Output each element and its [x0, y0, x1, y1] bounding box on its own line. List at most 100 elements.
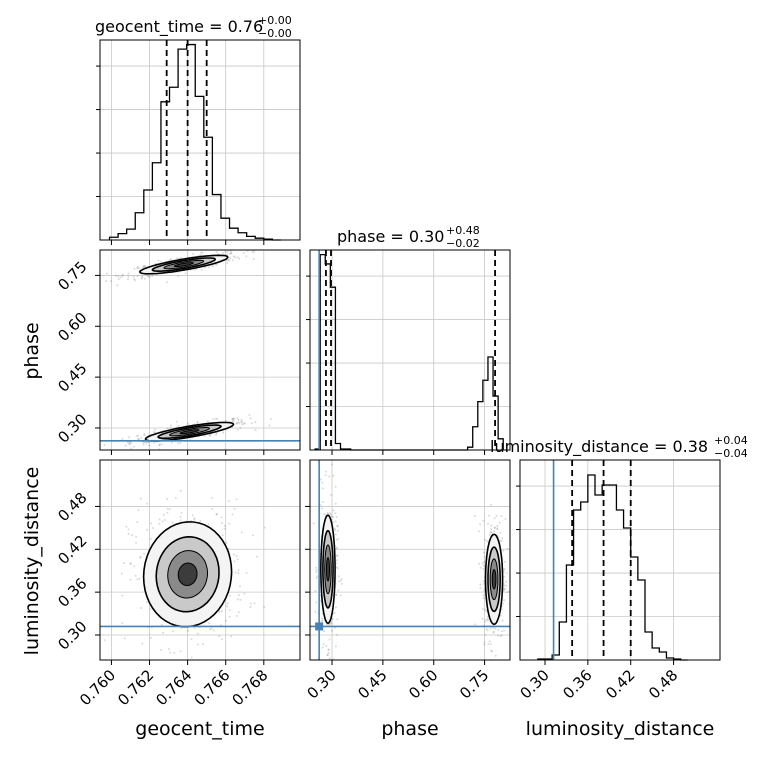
scatter-point [335, 559, 338, 562]
scatter-point [331, 617, 334, 620]
scatter-point [334, 645, 337, 648]
scatter-point [491, 650, 493, 653]
scatter-point [97, 277, 99, 279]
panel-border [99, 459, 301, 661]
scatter-point [228, 609, 231, 611]
scatter-point [505, 584, 508, 587]
scatter-point [129, 563, 132, 566]
scatter-point [320, 620, 323, 623]
scatter-point [234, 256, 236, 259]
scatter-point [168, 648, 170, 650]
scatter-point [505, 580, 507, 583]
panel-background [100, 40, 300, 240]
density-contour [491, 569, 497, 590]
y-tick-label-phase: 0.75 [54, 258, 90, 294]
scatter-point [329, 513, 332, 516]
scatter-point [321, 646, 324, 649]
scatter-point [126, 278, 129, 281]
scatter-point [488, 514, 490, 517]
scatter-point [130, 442, 132, 444]
scatter-point [127, 275, 130, 278]
scatter-point [482, 589, 485, 592]
scatter-point [332, 509, 335, 512]
scatter-point [86, 444, 88, 446]
scatter-point [501, 619, 504, 622]
panel-content [86, 250, 300, 450]
scatter-point [137, 434, 140, 437]
scatter-point [231, 420, 234, 422]
scatter-point [206, 420, 209, 423]
scatter-point [119, 276, 122, 279]
scatter-point [496, 524, 499, 527]
scatter-point [200, 268, 203, 271]
scatter-point [139, 607, 142, 609]
scatter-point [326, 654, 329, 657]
scatter-point [143, 552, 146, 555]
y-tick-label-luminosity_distance: 0.30 [54, 617, 90, 653]
x-tick-label-geocent_time: 0.766 [190, 666, 233, 709]
scatter-point [166, 281, 168, 284]
scatter-point [321, 501, 324, 504]
scatter-point [503, 568, 506, 571]
panel-border [309, 459, 511, 661]
scatter-point [222, 252, 224, 255]
scatter-point [226, 605, 229, 608]
scatter-point [506, 547, 509, 550]
title-phase: phase = 0.30 [337, 227, 444, 246]
scatter-point [237, 594, 240, 597]
scatter-point [502, 602, 504, 605]
scatter-point [231, 513, 234, 516]
scatter-point [314, 566, 317, 569]
scatter-point [315, 568, 318, 571]
scatter-point [232, 417, 235, 420]
panel-hist-phase [306, 249, 511, 455]
scatter-point [216, 513, 218, 516]
scatter-point [487, 643, 490, 645]
scatter-point [160, 443, 163, 446]
scatter-point [337, 529, 339, 532]
scatter-point [133, 267, 136, 270]
scatter-point [337, 575, 340, 578]
scatter-point [496, 634, 499, 637]
scatter-point [149, 608, 152, 611]
scatter-point [132, 275, 135, 278]
scatter-point [134, 279, 137, 282]
scatter-point [479, 523, 482, 526]
scatter-point [481, 562, 484, 565]
panel-grid-layer: 0.30 0.36 0.42 0.480.300.450.600.750.7600.7… [54, 39, 721, 709]
scatter-point [503, 588, 505, 590]
scatter-point [221, 534, 224, 537]
panel-background [520, 460, 720, 660]
scatter-point [238, 422, 241, 425]
scatter-point [493, 530, 496, 533]
scatter-point [208, 266, 210, 269]
scatter-point [133, 278, 136, 281]
scatter-point [486, 619, 489, 622]
scatter-point [130, 447, 133, 450]
scatter-point [144, 265, 147, 268]
scatter-point [328, 657, 331, 660]
scatter-point [330, 622, 333, 625]
scatter-point [336, 554, 339, 557]
scatter-point [500, 630, 503, 633]
scatter-point [236, 614, 239, 617]
scatter-point [482, 519, 485, 522]
scatter-point [210, 627, 213, 630]
scatter-point [490, 530, 493, 533]
x-tick-label-geocent_time: 0.768 [229, 666, 272, 709]
panel-border [309, 249, 511, 451]
scatter-point [122, 562, 125, 565]
scatter-point [143, 277, 146, 280]
scatter-point [327, 623, 330, 626]
scatter-point [494, 654, 497, 657]
title-luminosity-distance: luminosity_distance = 0.38 [490, 437, 708, 457]
scatter-point [220, 516, 223, 519]
scatter-point [482, 564, 485, 567]
scatter-point [243, 422, 246, 425]
scatter-point [143, 266, 145, 268]
scatter-point [177, 275, 180, 278]
scatter-point [226, 262, 229, 264]
scatter-point [337, 589, 340, 592]
scatter-point [232, 255, 235, 258]
